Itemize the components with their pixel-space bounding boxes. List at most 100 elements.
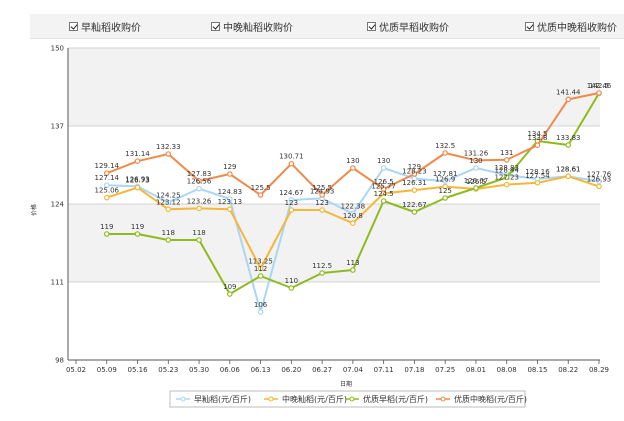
- data-point[interactable]: [227, 291, 233, 297]
- data-point[interactable]: [380, 198, 387, 204]
- legend-item[interactable]: 中晚籼稻(元/百斤): [264, 394, 347, 404]
- data-point[interactable]: [288, 160, 295, 167]
- data-point[interactable]: [165, 206, 172, 213]
- data-point[interactable]: [288, 285, 295, 291]
- data-point[interactable]: [165, 199, 172, 206]
- data-label: 125.06: [95, 187, 120, 195]
- data-point[interactable]: [473, 165, 479, 171]
- data-label: 132.5: [435, 142, 455, 150]
- data-point[interactable]: [503, 157, 510, 163]
- x-tick-label: 07.18: [404, 366, 424, 374]
- data-point[interactable]: [442, 178, 448, 184]
- x-tick-label: 06.06: [220, 366, 241, 374]
- data-point[interactable]: [442, 183, 448, 190]
- data-point[interactable]: [565, 173, 572, 180]
- data-point[interactable]: [503, 181, 510, 188]
- data-label: 109: [223, 283, 236, 291]
- y-tick-label: 124: [51, 201, 65, 209]
- data-point[interactable]: [196, 178, 202, 184]
- data-label: 119: [131, 223, 144, 231]
- data-label: 127.83: [187, 170, 212, 178]
- data-point[interactable]: [350, 220, 356, 227]
- data-point[interactable]: [596, 90, 602, 96]
- data-point[interactable]: [380, 186, 387, 192]
- checkbox-icon[interactable]: [69, 22, 78, 31]
- data-point[interactable]: [196, 237, 202, 243]
- data-point[interactable]: [103, 182, 110, 188]
- price-line-chart: 98 111 124 137 150 05.02 05.09 05.16 05.23 05.30…: [30, 45, 612, 408]
- data-label: 133.83: [556, 134, 581, 142]
- data-label: 133.8: [527, 134, 547, 142]
- data-point[interactable]: [196, 205, 202, 212]
- data-label: 123.12: [156, 198, 181, 206]
- data-point[interactable]: [411, 171, 418, 177]
- legend-item[interactable]: 优质早稻(元/百斤): [345, 394, 428, 404]
- data-point[interactable]: [380, 165, 387, 171]
- toggle-premium-early[interactable]: 优质早稻收购价: [367, 19, 449, 34]
- data-point[interactable]: [350, 165, 356, 171]
- legend-item[interactable]: 优质中晚稻(元/百斤): [436, 394, 527, 404]
- data-point[interactable]: [134, 231, 141, 237]
- y-tick-label: 98: [55, 357, 64, 365]
- data-point[interactable]: [227, 196, 233, 202]
- data-label: 123.13: [218, 198, 243, 206]
- data-point[interactable]: [350, 210, 356, 217]
- data-label: 118: [162, 229, 175, 237]
- data-point[interactable]: [596, 183, 602, 190]
- data-point[interactable]: [165, 237, 172, 243]
- data-point[interactable]: [534, 142, 541, 149]
- checkbox-icon[interactable]: [367, 22, 376, 31]
- data-label: 106: [254, 301, 268, 309]
- data-point[interactable]: [227, 206, 233, 213]
- data-label: 118: [192, 229, 205, 237]
- data-point[interactable]: [565, 142, 572, 148]
- data-point[interactable]: [503, 174, 510, 181]
- data-label: 120.8: [343, 212, 363, 220]
- toggle-mid-late-indica[interactable]: 中晚籼稻收购价: [211, 19, 293, 34]
- data-point[interactable]: [257, 265, 264, 272]
- toggle-premium-mid-late[interactable]: 优质中晚稻收购价: [525, 19, 617, 34]
- data-point[interactable]: [411, 187, 418, 193]
- legend-marker: [268, 396, 274, 402]
- data-point[interactable]: [227, 171, 233, 177]
- data-point[interactable]: [442, 195, 448, 201]
- data-point[interactable]: [319, 207, 325, 213]
- legend-item[interactable]: 早籼稻(元/百斤): [176, 394, 251, 404]
- data-point[interactable]: [350, 267, 356, 273]
- data-point[interactable]: [288, 197, 295, 203]
- data-point[interactable]: [134, 184, 141, 191]
- data-label: 128.61: [556, 165, 581, 173]
- data-point[interactable]: [103, 194, 110, 201]
- data-label: 131.14: [125, 150, 150, 158]
- data-point[interactable]: [103, 170, 110, 176]
- data-label: 130: [346, 157, 359, 165]
- data-point[interactable]: [257, 192, 264, 198]
- data-label: 128.44: [494, 166, 519, 174]
- data-point[interactable]: [442, 150, 448, 156]
- data-label: 113.25: [248, 258, 273, 266]
- data-point[interactable]: [473, 157, 479, 164]
- checkbox-icon[interactable]: [211, 22, 220, 31]
- data-label: 123: [315, 199, 328, 207]
- x-tick-label: 08.15: [527, 366, 547, 374]
- data-point[interactable]: [288, 207, 295, 213]
- data-point[interactable]: [257, 309, 264, 315]
- data-point[interactable]: [196, 185, 202, 192]
- data-label: 132.33: [156, 143, 181, 151]
- series-toggle-bar: 早籼稻收购价 中晚籼稻收购价 优质早稻收购价 优质中晚稻收购价: [30, 14, 624, 39]
- toggle-early-indica[interactable]: 早籼稻收购价: [69, 19, 141, 34]
- data-point[interactable]: [103, 231, 110, 237]
- data-label: 128.61: [556, 165, 581, 173]
- data-label: 126.93: [587, 175, 612, 183]
- data-point[interactable]: [565, 96, 572, 103]
- data-point[interactable]: [411, 209, 418, 215]
- data-point[interactable]: [165, 151, 172, 157]
- data-point[interactable]: [319, 192, 325, 198]
- data-point[interactable]: [319, 270, 325, 276]
- checkbox-icon[interactable]: [525, 22, 534, 31]
- data-point[interactable]: [134, 158, 141, 164]
- data-point[interactable]: [473, 185, 479, 191]
- data-point[interactable]: [534, 179, 541, 186]
- data-label: 126.73: [125, 177, 150, 185]
- data-point[interactable]: [257, 273, 264, 279]
